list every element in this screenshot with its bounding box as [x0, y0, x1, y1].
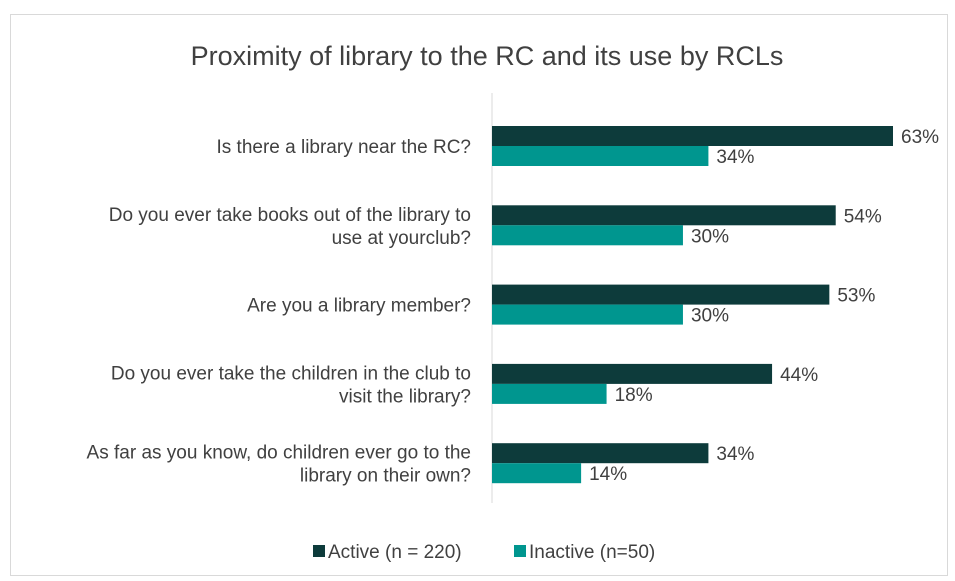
bar-active	[492, 443, 709, 464]
legend-label: Inactive (n=50)	[529, 542, 655, 563]
category-label-line: Do you ever take books out of the librar…	[109, 205, 471, 226]
category-label-line: visit the library?	[339, 386, 471, 407]
bar-inactive	[492, 225, 683, 246]
data-label: 34%	[716, 147, 754, 168]
bar-inactive	[492, 146, 709, 166]
category-label-line: use at yourclub?	[332, 228, 471, 249]
legend-swatch	[514, 545, 526, 557]
data-label: 34%	[716, 444, 754, 465]
data-label: 63%	[901, 127, 939, 148]
legend-swatch	[313, 545, 325, 557]
data-label: 18%	[615, 385, 653, 406]
category-label: Do you ever take the children in the clu…	[111, 363, 471, 407]
category-label: Is there a library near the RC?	[216, 137, 471, 158]
chart-title: Proximity of library to the RC and its u…	[191, 41, 784, 71]
data-label: 30%	[691, 226, 729, 247]
category-label-line: library on their own?	[300, 466, 471, 487]
bar-active	[492, 126, 893, 146]
data-label: 54%	[844, 206, 882, 227]
bar-inactive	[492, 304, 683, 325]
bar-inactive	[492, 463, 582, 484]
legend-label: Active (n = 220)	[328, 542, 462, 563]
data-label: 14%	[589, 464, 627, 485]
category-label-line: Is there a library near the RC?	[216, 137, 471, 158]
category-label-line: As far as you know, do children ever go …	[87, 443, 471, 464]
category-label: As far as you know, do children ever go …	[87, 443, 471, 487]
legend: Active (n = 220) Inactive (n=50)	[313, 542, 655, 563]
category-label: Are you a library member?	[247, 296, 471, 317]
bar-active	[492, 205, 836, 226]
data-label: 30%	[691, 306, 729, 327]
bar-active	[492, 363, 773, 384]
category-label: Do you ever take books out of the librar…	[109, 205, 471, 249]
bar-active	[492, 284, 830, 305]
category-label-line: Do you ever take the children in the clu…	[111, 363, 471, 384]
category-label-line: Are you a library member?	[247, 296, 471, 317]
data-label: 44%	[780, 365, 818, 386]
data-label: 53%	[837, 286, 875, 307]
bar-inactive	[492, 383, 607, 404]
bars-layer: Is there a library near the RC? 63% 34% Do …	[87, 126, 939, 487]
